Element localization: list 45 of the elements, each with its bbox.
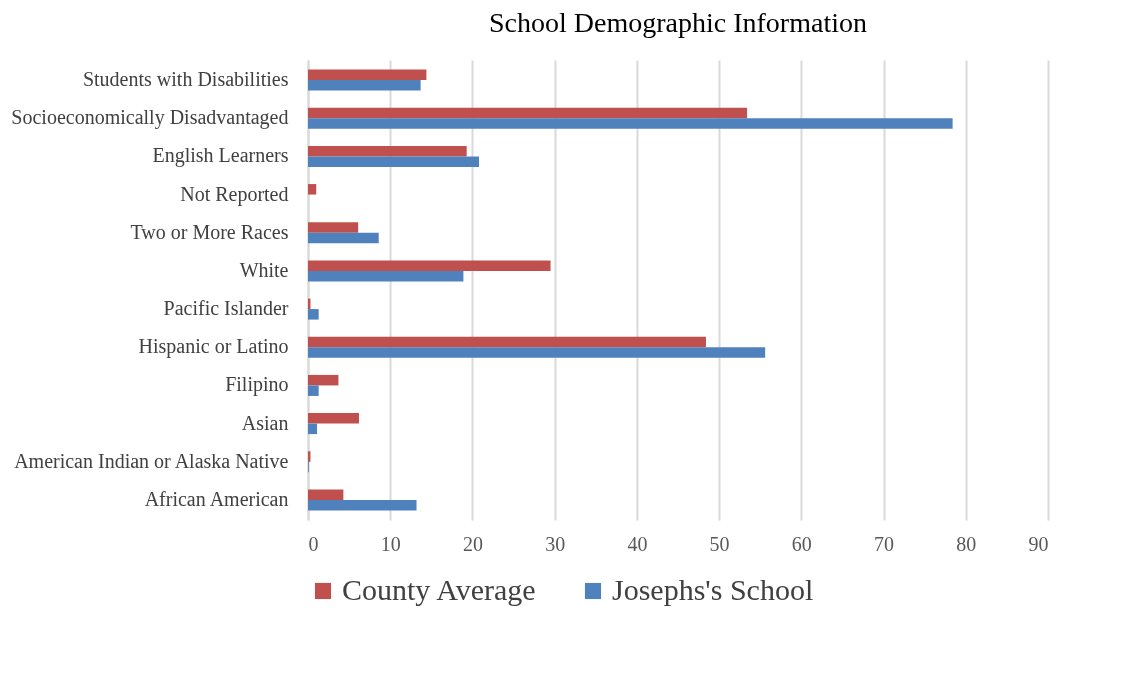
bar	[308, 156, 480, 167]
bar	[308, 499, 417, 511]
x-tick-label: 80	[956, 532, 977, 555]
x-tick-label: 10	[380, 532, 401, 555]
y-tick-label: Socioeconomically Disadvantaged	[11, 106, 289, 130]
chart-title: School Demographic Information	[489, 7, 867, 38]
legend-label: Josephs's School	[612, 573, 814, 606]
y-tick-label: White	[239, 258, 289, 281]
y-tick-label: Asian	[241, 411, 289, 434]
y-tick-label: Hispanic or Latino	[138, 335, 289, 359]
x-tick-label: 20	[462, 532, 483, 555]
y-tick-label: Two or More Races	[130, 220, 289, 243]
bar	[308, 80, 421, 91]
bar	[308, 336, 706, 348]
x-tick-label: 40	[627, 532, 648, 555]
bar	[308, 374, 339, 386]
y-tick-label: African American	[144, 487, 289, 510]
y-tick-label: Filipino	[225, 373, 289, 397]
bar	[308, 107, 748, 119]
y-tick-label: Not Reported	[180, 182, 289, 206]
y-tick-label: American Indian or Alaska Native	[14, 449, 289, 472]
y-tick-label: Students with Disabilities	[82, 68, 289, 91]
bar	[308, 232, 379, 244]
bar	[308, 309, 319, 320]
x-tick-label: 90	[1028, 532, 1049, 555]
bar	[308, 145, 467, 157]
x-tick-label: 70	[874, 532, 895, 555]
x-tick-label: 50	[709, 532, 730, 555]
bar	[308, 413, 359, 424]
bar	[308, 69, 427, 81]
x-tick-label: 30	[545, 532, 566, 555]
bar	[308, 260, 551, 271]
bar	[308, 270, 464, 282]
bar	[308, 184, 317, 195]
x-tick-label: 60	[791, 532, 812, 555]
bar	[308, 423, 318, 435]
bar	[308, 222, 359, 233]
bar	[308, 489, 344, 500]
bar	[308, 118, 953, 129]
y-tick-label: Pacific Islander	[163, 297, 289, 320]
bar	[308, 385, 319, 396]
y-tick-label: English Learners	[152, 144, 289, 168]
x-tick-label: 0	[308, 532, 319, 555]
legend-label: County Average	[342, 573, 536, 606]
bar	[308, 347, 766, 358]
